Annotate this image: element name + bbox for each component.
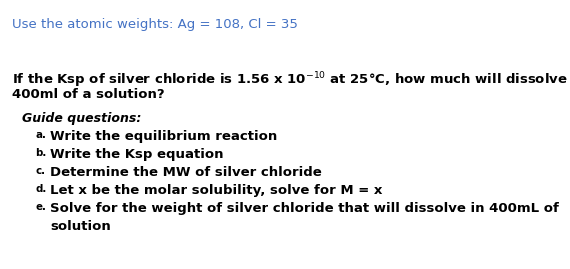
Text: c.: c. <box>35 166 45 176</box>
Text: Write the equilibrium reaction: Write the equilibrium reaction <box>50 130 277 143</box>
Text: Let x be the molar solubility, solve for M = x: Let x be the molar solubility, solve for… <box>50 184 382 197</box>
Text: If the Ksp of silver chloride is 1.56 x 10$^{-10}$ at 25°C, how much will dissol: If the Ksp of silver chloride is 1.56 x … <box>12 70 570 90</box>
Text: d.: d. <box>35 184 46 194</box>
Text: Write the Ksp equation: Write the Ksp equation <box>50 148 223 161</box>
Text: a.: a. <box>35 130 46 140</box>
Text: Use the atomic weights: Ag = 108, Cl = 35: Use the atomic weights: Ag = 108, Cl = 3… <box>12 18 298 31</box>
Text: Guide questions:: Guide questions: <box>22 112 141 125</box>
Text: b.: b. <box>35 148 46 158</box>
Text: e.: e. <box>35 202 46 212</box>
Text: 400ml of a solution?: 400ml of a solution? <box>12 88 165 101</box>
Text: solution: solution <box>50 220 111 233</box>
Text: Solve for the weight of silver chloride that will dissolve in 400mL of: Solve for the weight of silver chloride … <box>50 202 559 215</box>
Text: Determine the MW of silver chloride: Determine the MW of silver chloride <box>50 166 321 179</box>
